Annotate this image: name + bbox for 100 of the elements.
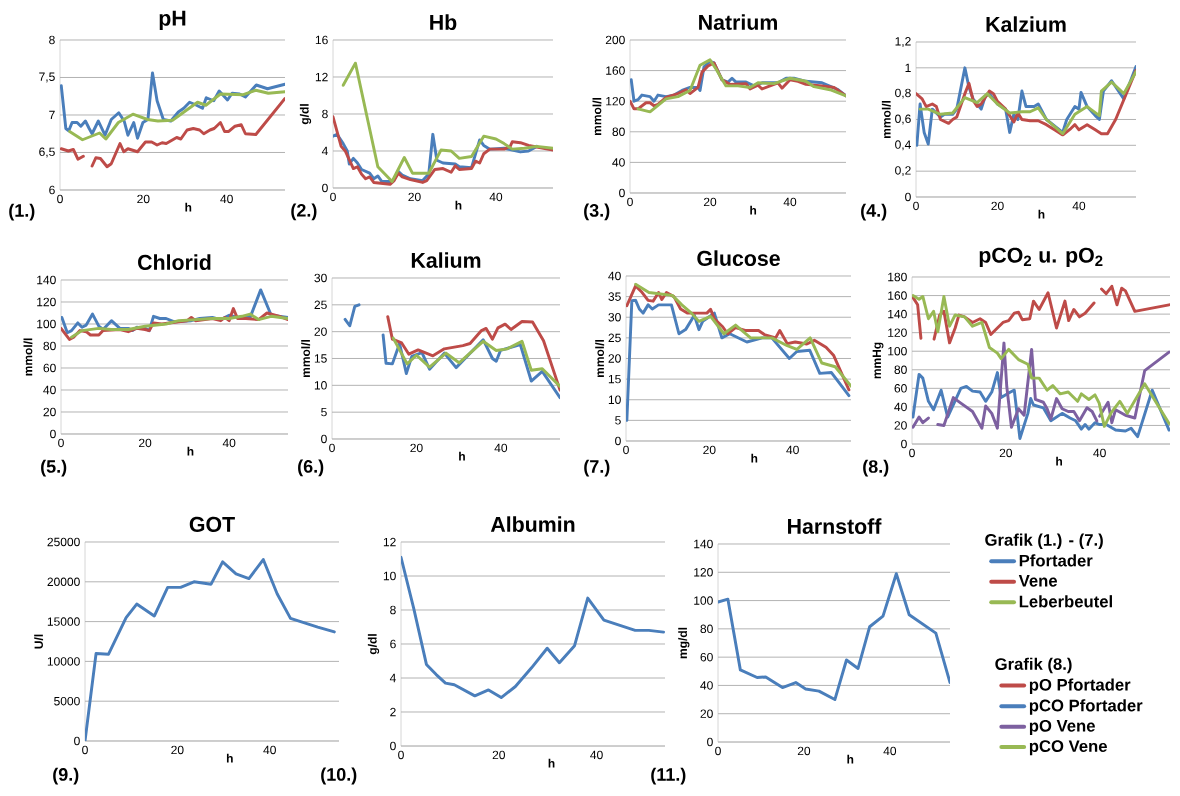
y-tick-label: 1 xyxy=(905,63,911,72)
legend-label: pO Vene xyxy=(1029,719,1095,735)
text: (5.) xyxy=(41,459,67,477)
y-tick-label: 0 xyxy=(707,737,713,747)
y-tick-label: 0 xyxy=(74,736,80,746)
text: (10.) xyxy=(321,767,357,785)
y-tick-label: 10 xyxy=(608,395,621,404)
chart-title: pH xyxy=(159,10,186,30)
x-axis-title: h xyxy=(548,758,555,768)
y-tick-label: 0,4 xyxy=(895,140,911,151)
y-tick-label: 40 xyxy=(608,271,621,281)
x-tick-label: 0 xyxy=(82,745,88,755)
y-tick-label: 0,8 xyxy=(895,88,911,99)
x-tick-label: 0 xyxy=(715,746,721,756)
text: (8.) xyxy=(863,459,889,477)
x-tick-label: 40 xyxy=(220,194,233,204)
y-tick-label: 40 xyxy=(612,158,625,167)
y-tick-label: 5 xyxy=(321,407,327,417)
y-tick-label: 140 xyxy=(37,275,56,285)
y-tick-label: 160 xyxy=(888,291,907,300)
chart-title: Chlorid xyxy=(138,254,211,270)
y-axis-title: mmHg xyxy=(872,342,884,379)
y-tick-label: 40 xyxy=(894,402,907,412)
y-tick-label: 40 xyxy=(43,385,56,395)
x-tick-label: 40 xyxy=(783,197,797,207)
y-tick-label: 0,6 xyxy=(895,114,911,125)
y-tick-label: 7 xyxy=(49,110,55,120)
chart-title: Kalium xyxy=(411,252,481,268)
y-tick-label: 80 xyxy=(612,127,625,137)
y-tick-label: 25 xyxy=(608,333,621,343)
y-tick-label: 120 xyxy=(694,568,713,577)
y-tick-label: 60 xyxy=(43,363,56,373)
text: (4.) xyxy=(861,203,887,221)
y-tick-label: 25000 xyxy=(47,537,80,547)
x-tick-label: 20 xyxy=(492,750,505,760)
y-tick-label: 1,2 xyxy=(895,37,911,47)
x-tick-label: 20 xyxy=(171,745,184,755)
x-tick-label: 0 xyxy=(398,750,404,760)
x-tick-label: 40 xyxy=(1072,201,1086,211)
y-tick-label: 120 xyxy=(888,328,907,337)
y-tick-label: 20 xyxy=(700,709,713,718)
text: (1.) xyxy=(9,203,35,221)
y-axis-title: g/dl xyxy=(299,104,312,125)
x-tick-label: 20 xyxy=(999,448,1013,458)
y-axis-title: mmol/l xyxy=(595,340,605,378)
legend-label: pCO Pfortader xyxy=(1029,699,1143,715)
y-tick-label: 5000 xyxy=(54,696,80,706)
y-tick-label: 4 xyxy=(389,673,396,683)
chart-title: Natrium xyxy=(699,14,777,30)
y-tick-label: 15000 xyxy=(47,617,80,626)
x-axis-title: h xyxy=(847,754,854,764)
x-axis-title: h xyxy=(226,753,233,763)
y-axis-title: mmol/l xyxy=(881,101,891,139)
y-tick-label: 20000 xyxy=(47,577,80,587)
x-tick-label: 40 xyxy=(1093,448,1106,458)
x-tick-label: 20 xyxy=(139,438,152,448)
x-tick-label: 0 xyxy=(330,192,336,202)
y-tick-label: 5 xyxy=(615,416,621,425)
x-axis-title: h xyxy=(1038,209,1045,219)
legend-label: Pfortader xyxy=(1019,554,1093,567)
y-tick-label: 200 xyxy=(605,35,625,45)
text: (7.) xyxy=(584,459,610,477)
y-tick-label: 2 xyxy=(390,707,396,717)
y-tick-label: 80 xyxy=(43,341,56,351)
y-tick-label: 20 xyxy=(43,407,56,417)
legend-title: Grafik (1.) - (7.) xyxy=(985,533,1103,550)
y-axis-title: U/l xyxy=(34,634,44,649)
y-tick-label: 7,5 xyxy=(39,72,55,83)
y-tick-label: 6 xyxy=(49,185,55,195)
x-tick-label: 40 xyxy=(222,438,236,448)
text: (3.) xyxy=(584,203,610,221)
y-tick-label: 35 xyxy=(608,292,621,301)
x-tick-label: 20 xyxy=(991,201,1004,211)
y-tick-label: 120 xyxy=(606,96,625,106)
y-tick-label: 160 xyxy=(606,66,625,75)
y-tick-label: 120 xyxy=(37,297,56,307)
y-tick-label: 60 xyxy=(894,384,907,393)
y-axis-title: g/dl xyxy=(367,634,380,655)
y-tick-label: 10 xyxy=(383,571,396,581)
y-tick-label: 12 xyxy=(315,72,328,82)
y-tick-label: 20 xyxy=(314,327,327,336)
y-tick-label: 180 xyxy=(888,272,907,282)
x-tick-label: 20 xyxy=(137,194,150,204)
chart-title: pCO$_{2}$ u. pO$_{2}$ xyxy=(979,247,1103,267)
y-tick-label: 140 xyxy=(694,539,713,549)
x-tick-label: 40 xyxy=(263,745,276,755)
y-tick-label: 6,5 xyxy=(39,147,55,158)
chart-title: Glucose xyxy=(697,250,780,266)
y-tick-label: 100 xyxy=(37,319,56,329)
x-axis-title: h xyxy=(187,446,194,456)
x-axis-title: h xyxy=(185,202,192,212)
legend-label: pCO Vene xyxy=(1029,740,1107,756)
y-axis-title: mg/dl xyxy=(678,627,690,659)
x-tick-label: 20 xyxy=(797,746,811,756)
y-tick-label: 30 xyxy=(608,312,621,322)
y-tick-label: 25 xyxy=(314,300,327,310)
legend-label: pO Pfortader xyxy=(1029,678,1131,694)
y-axis-title: mmol/l xyxy=(23,338,33,376)
x-axis-title: h xyxy=(459,451,465,461)
y-tick-label: 20 xyxy=(608,354,621,363)
